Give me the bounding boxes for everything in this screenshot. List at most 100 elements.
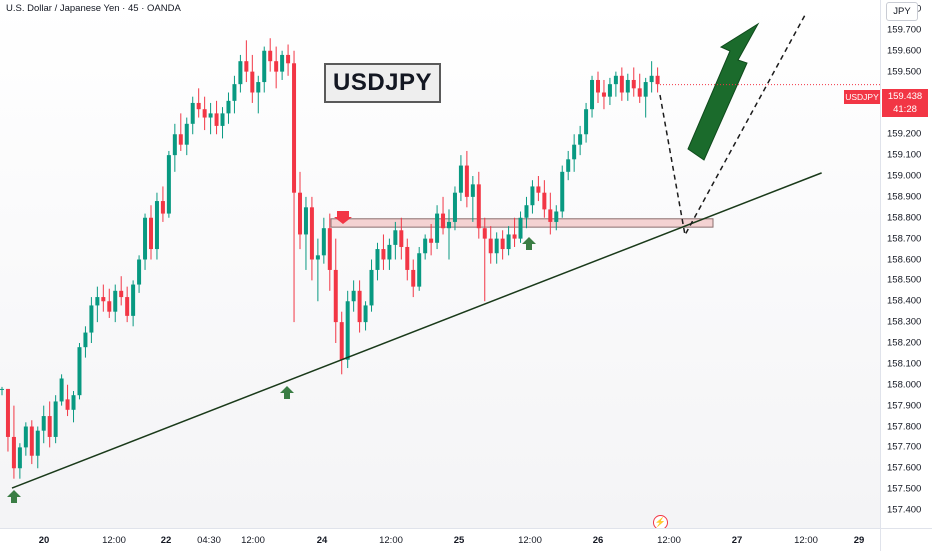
- candle[interactable]: [345, 290, 350, 369]
- chart-area[interactable]: U.S. Dollar / Japanese Yen · 45 · OANDA …: [0, 0, 880, 528]
- candle[interactable]: [196, 88, 201, 118]
- candle[interactable]: [411, 259, 416, 298]
- candle[interactable]: [572, 134, 577, 172]
- candle[interactable]: [554, 205, 559, 231]
- candle[interactable]: [447, 209, 451, 260]
- candle[interactable]: [625, 73, 630, 101]
- candle[interactable]: [309, 196, 314, 281]
- candle[interactable]: [29, 420, 34, 465]
- candle[interactable]: [41, 405, 46, 444]
- candle[interactable]: [321, 217, 326, 264]
- candle[interactable]: [631, 67, 636, 97]
- candle[interactable]: [560, 165, 565, 218]
- candlestick-chart[interactable]: [0, 0, 880, 528]
- candle[interactable]: [405, 238, 410, 281]
- candle[interactable]: [125, 286, 130, 323]
- candle[interactable]: [619, 67, 624, 101]
- candle[interactable]: [464, 150, 469, 208]
- candle[interactable]: [274, 46, 279, 89]
- candle[interactable]: [417, 246, 422, 291]
- candle[interactable]: [637, 73, 642, 103]
- candle[interactable]: [220, 107, 225, 139]
- candle[interactable]: [381, 234, 386, 270]
- candle[interactable]: [298, 171, 302, 250]
- candle[interactable]: [292, 50, 297, 323]
- candle[interactable]: [250, 54, 255, 103]
- candle[interactable]: [238, 54, 243, 93]
- candle[interactable]: [101, 284, 106, 312]
- candle[interactable]: [315, 238, 320, 302]
- candle[interactable]: [47, 401, 52, 448]
- candle[interactable]: [548, 192, 553, 235]
- candle[interactable]: [333, 238, 338, 343]
- candle[interactable]: [536, 176, 541, 202]
- candle[interactable]: [435, 205, 440, 250]
- candle[interactable]: [59, 374, 64, 406]
- candle[interactable]: [35, 426, 40, 469]
- candle[interactable]: [494, 232, 499, 264]
- candle[interactable]: [149, 205, 153, 260]
- candle[interactable]: [154, 192, 159, 260]
- candle[interactable]: [262, 46, 267, 93]
- candle[interactable]: [202, 96, 207, 131]
- candle[interactable]: [256, 75, 261, 114]
- candle[interactable]: [137, 255, 142, 293]
- candle[interactable]: [184, 117, 189, 156]
- candle[interactable]: [131, 280, 136, 327]
- candle[interactable]: [83, 326, 88, 358]
- candle[interactable]: [77, 343, 82, 400]
- candle[interactable]: [65, 384, 70, 417]
- candle[interactable]: [649, 61, 654, 93]
- candle[interactable]: [458, 155, 463, 202]
- candle[interactable]: [244, 40, 249, 83]
- candle[interactable]: [655, 67, 660, 93]
- candle[interactable]: [578, 125, 583, 156]
- candle[interactable]: [280, 50, 285, 80]
- candle[interactable]: [423, 234, 428, 260]
- candle[interactable]: [530, 180, 535, 214]
- candle[interactable]: [303, 196, 308, 270]
- candle[interactable]: [17, 443, 22, 479]
- candle[interactable]: [286, 44, 291, 76]
- candle[interactable]: [327, 213, 332, 291]
- candle[interactable]: [107, 288, 112, 318]
- candle[interactable]: [339, 311, 344, 375]
- candle[interactable]: [375, 242, 380, 281]
- candle[interactable]: [566, 150, 571, 181]
- candle[interactable]: [172, 123, 177, 172]
- time-axis[interactable]: 20 12:00 22 04:30 12:00 24 12:00 25 12:00 26 12:00…: [0, 528, 880, 551]
- candle[interactable]: [0, 386, 4, 396]
- candle[interactable]: [363, 301, 368, 331]
- candle[interactable]: [542, 180, 547, 218]
- candle[interactable]: [268, 38, 273, 72]
- candle[interactable]: [11, 405, 16, 479]
- candle[interactable]: [476, 171, 481, 239]
- candle[interactable]: [226, 92, 231, 124]
- candle[interactable]: [178, 113, 183, 151]
- candle[interactable]: [506, 226, 511, 256]
- candle[interactable]: [23, 422, 28, 456]
- candle[interactable]: [190, 96, 195, 135]
- candle[interactable]: [518, 211, 523, 243]
- candle[interactable]: [95, 286, 100, 323]
- candle[interactable]: [399, 217, 404, 260]
- candle[interactable]: [351, 280, 356, 312]
- candle[interactable]: [71, 391, 76, 423]
- candle[interactable]: [89, 297, 94, 343]
- candle[interactable]: [590, 75, 595, 118]
- candle[interactable]: [208, 102, 213, 135]
- candle[interactable]: [166, 150, 171, 218]
- candle[interactable]: [584, 102, 589, 143]
- candle[interactable]: [596, 71, 600, 103]
- candle[interactable]: [5, 388, 10, 452]
- candle[interactable]: [613, 71, 618, 97]
- candle[interactable]: [429, 224, 434, 256]
- candle[interactable]: [488, 226, 493, 264]
- candle[interactable]: [387, 238, 392, 270]
- candle[interactable]: [452, 186, 457, 231]
- candle[interactable]: [232, 75, 237, 114]
- candle[interactable]: [160, 186, 165, 222]
- currency-button[interactable]: JPY: [886, 2, 918, 21]
- candle[interactable]: [601, 79, 606, 110]
- candle[interactable]: [369, 259, 374, 312]
